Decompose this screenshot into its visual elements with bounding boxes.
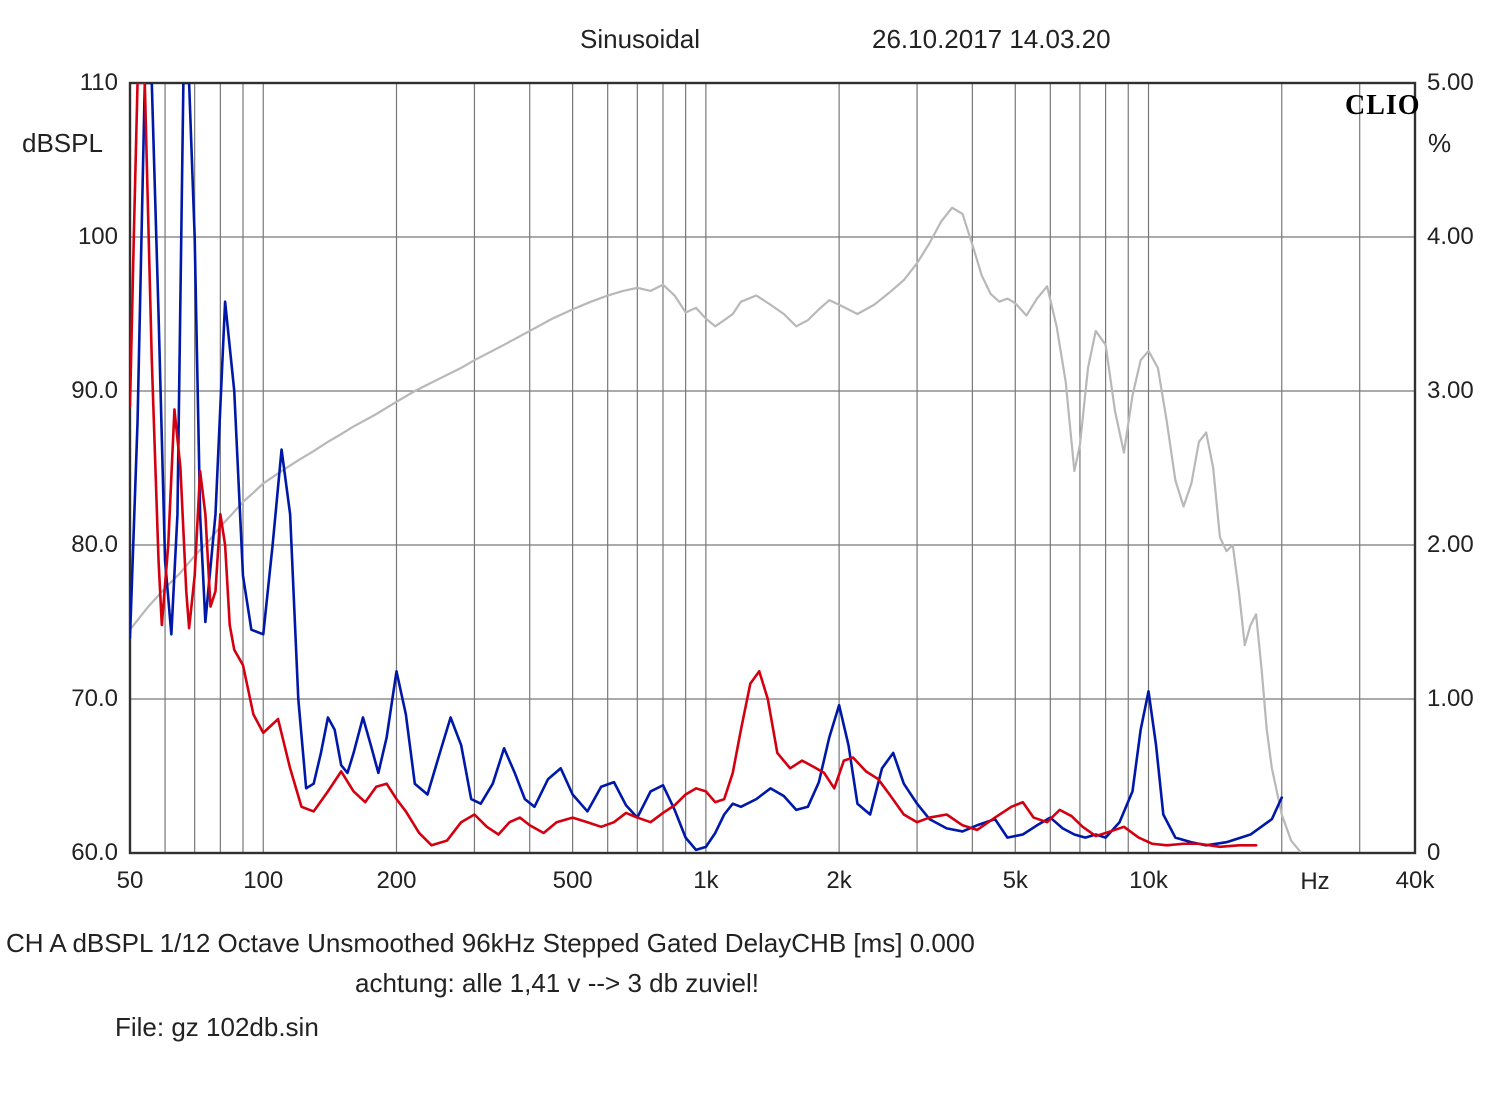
y-right-unit: % [1428, 128, 1451, 159]
footer-file: File: gz 102db.sin [115, 1012, 319, 1043]
footer-warning: achtung: alle 1,41 v --> 3 db zuviel! [355, 968, 759, 999]
x-axis-unit: Hz [1300, 868, 1329, 896]
y-left-tick: 90.0 [38, 377, 118, 405]
series-gray [130, 208, 1300, 852]
x-tick: 500 [553, 867, 593, 895]
brand-label: CLIO [1345, 90, 1421, 122]
x-tick: 50 [117, 867, 144, 895]
y-right-tick: 3.00 [1427, 377, 1497, 405]
x-tick: 200 [376, 867, 416, 895]
y-left-tick: 70.0 [38, 685, 118, 713]
x-tick: 40k [1396, 867, 1435, 895]
y-left-tick: 60.0 [38, 839, 118, 867]
y-right-tick: 1.00 [1427, 685, 1497, 713]
y-right-tick: 0 [1427, 839, 1497, 867]
y-right-tick: 4.00 [1427, 223, 1497, 251]
y-left-tick: 110 [38, 69, 118, 97]
y-right-tick: 2.00 [1427, 531, 1497, 559]
y-right-tick: 5.00 [1427, 69, 1497, 97]
x-tick: 100 [243, 867, 283, 895]
x-tick: 10k [1129, 867, 1168, 895]
x-tick: 1k [693, 867, 718, 895]
y-left-tick: 100 [38, 223, 118, 251]
y-left-unit: dBSPL [22, 128, 103, 159]
x-tick: 2k [826, 867, 851, 895]
footer-config-line: CH A dBSPL 1/12 Octave Unsmoothed 96kHz … [6, 928, 1496, 959]
series-red [130, 83, 1256, 847]
y-left-tick: 80.0 [38, 531, 118, 559]
x-tick: 5k [1003, 867, 1028, 895]
